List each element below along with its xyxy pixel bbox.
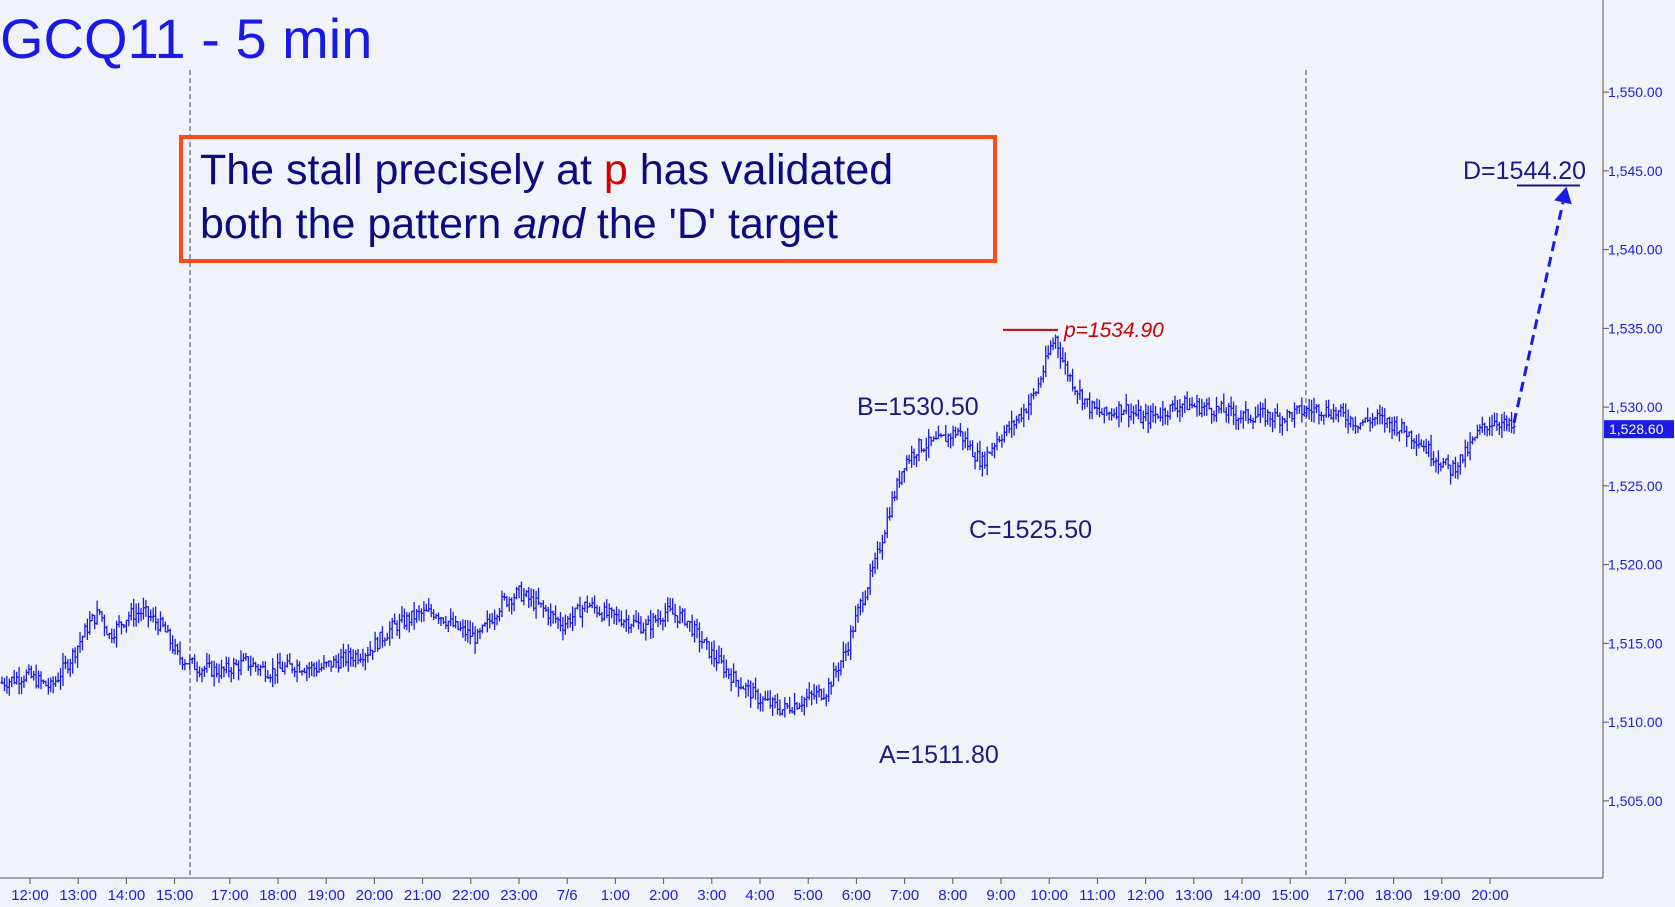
annotation-d: D=1544.20 — [1463, 157, 1586, 185]
x-tick-label: 2:00 — [649, 887, 678, 904]
annotation-p: p=1534.90 — [1063, 319, 1164, 342]
x-axis-ticks: 12:00 13:00 14:00 15:00 17:00 18:00 19:00 20:00… — [11, 878, 1509, 904]
x-tick-label: 20:00 — [356, 887, 394, 904]
price-bars — [0, 334, 1516, 718]
y-tick-label: 1,520.00 — [1608, 557, 1663, 573]
x-tick-label: 1:00 — [601, 887, 630, 904]
annotation-a: A=1511.80 — [879, 741, 999, 769]
projection-arrow — [1512, 202, 1565, 424]
y-tick-label: 1,515.00 — [1608, 635, 1663, 651]
y-axis-ticks: 1,505.00 1,510.00 1,515.00 1,520.00 1,525.00… — [1603, 84, 1663, 809]
x-tick-label: 6:00 — [842, 887, 871, 904]
annotation-b: B=1530.50 — [857, 393, 979, 421]
y-tick-label: 1,550.00 — [1608, 84, 1663, 100]
last-price-label: 1,528.60 — [1609, 421, 1664, 437]
x-tick-label: 10:00 — [1030, 887, 1068, 904]
x-tick-label: 17:00 — [211, 887, 249, 904]
x-tick-label: 12:00 — [1127, 887, 1165, 904]
x-tick-label: 7:00 — [890, 887, 919, 904]
ohlc-bar — [1512, 422, 1516, 434]
x-tick-label: 21:00 — [404, 887, 442, 904]
x-tick-label: 8:00 — [938, 887, 967, 904]
y-tick-label: 1,530.00 — [1608, 399, 1663, 415]
y-tick-label: 1,525.00 — [1608, 478, 1663, 494]
x-tick-label: 20:00 — [1471, 887, 1509, 904]
x-tick-label: 3:00 — [697, 887, 726, 904]
note-line-2: both the pattern and the 'D' target — [200, 200, 838, 248]
x-tick-label: 22:00 — [452, 887, 490, 904]
x-tick-label: 11:00 — [1079, 887, 1115, 904]
y-tick-label: 1,505.00 — [1608, 793, 1663, 809]
note-box: The stall precisely at p has validated b… — [179, 135, 997, 263]
x-tick-label: 15:00 — [1271, 887, 1309, 904]
x-tick-label: 4:00 — [745, 887, 774, 904]
x-tick-label: 13:00 — [59, 887, 97, 904]
note-line-1: The stall precisely at p has validated — [200, 146, 893, 194]
x-tick-label: 13:00 — [1175, 887, 1213, 904]
x-tick-label: 23:00 — [500, 887, 538, 904]
x-tick-label: 14:00 — [1223, 887, 1261, 904]
y-tick-label: 1,535.00 — [1608, 320, 1663, 336]
x-tick-label: 14:00 — [108, 887, 146, 904]
x-tick-label: 15:00 — [156, 887, 194, 904]
y-tick-label: 1,510.00 — [1608, 714, 1663, 730]
x-tick-label: 12:00 — [11, 887, 49, 904]
x-tick-label: 18:00 — [259, 887, 297, 904]
x-tick-label: 18:00 — [1375, 887, 1413, 904]
x-tick-label: 9:00 — [986, 887, 1015, 904]
last-price-marker: 1,528.60 — [1604, 420, 1674, 439]
projection-arrowhead — [1554, 186, 1572, 205]
y-tick-label: 1,545.00 — [1608, 163, 1663, 179]
y-tick-label: 1,540.00 — [1608, 242, 1663, 258]
x-tick-label: 17:00 — [1327, 887, 1365, 904]
annotation-c: C=1525.50 — [969, 516, 1092, 544]
x-tick-label: 5:00 — [794, 887, 823, 904]
x-tick-label: 19:00 — [1423, 887, 1461, 904]
chart-title: GCQ11 - 5 min — [0, 7, 372, 70]
x-tick-label: 19:00 — [307, 887, 345, 904]
x-tick-label: 7/6 — [557, 887, 578, 904]
